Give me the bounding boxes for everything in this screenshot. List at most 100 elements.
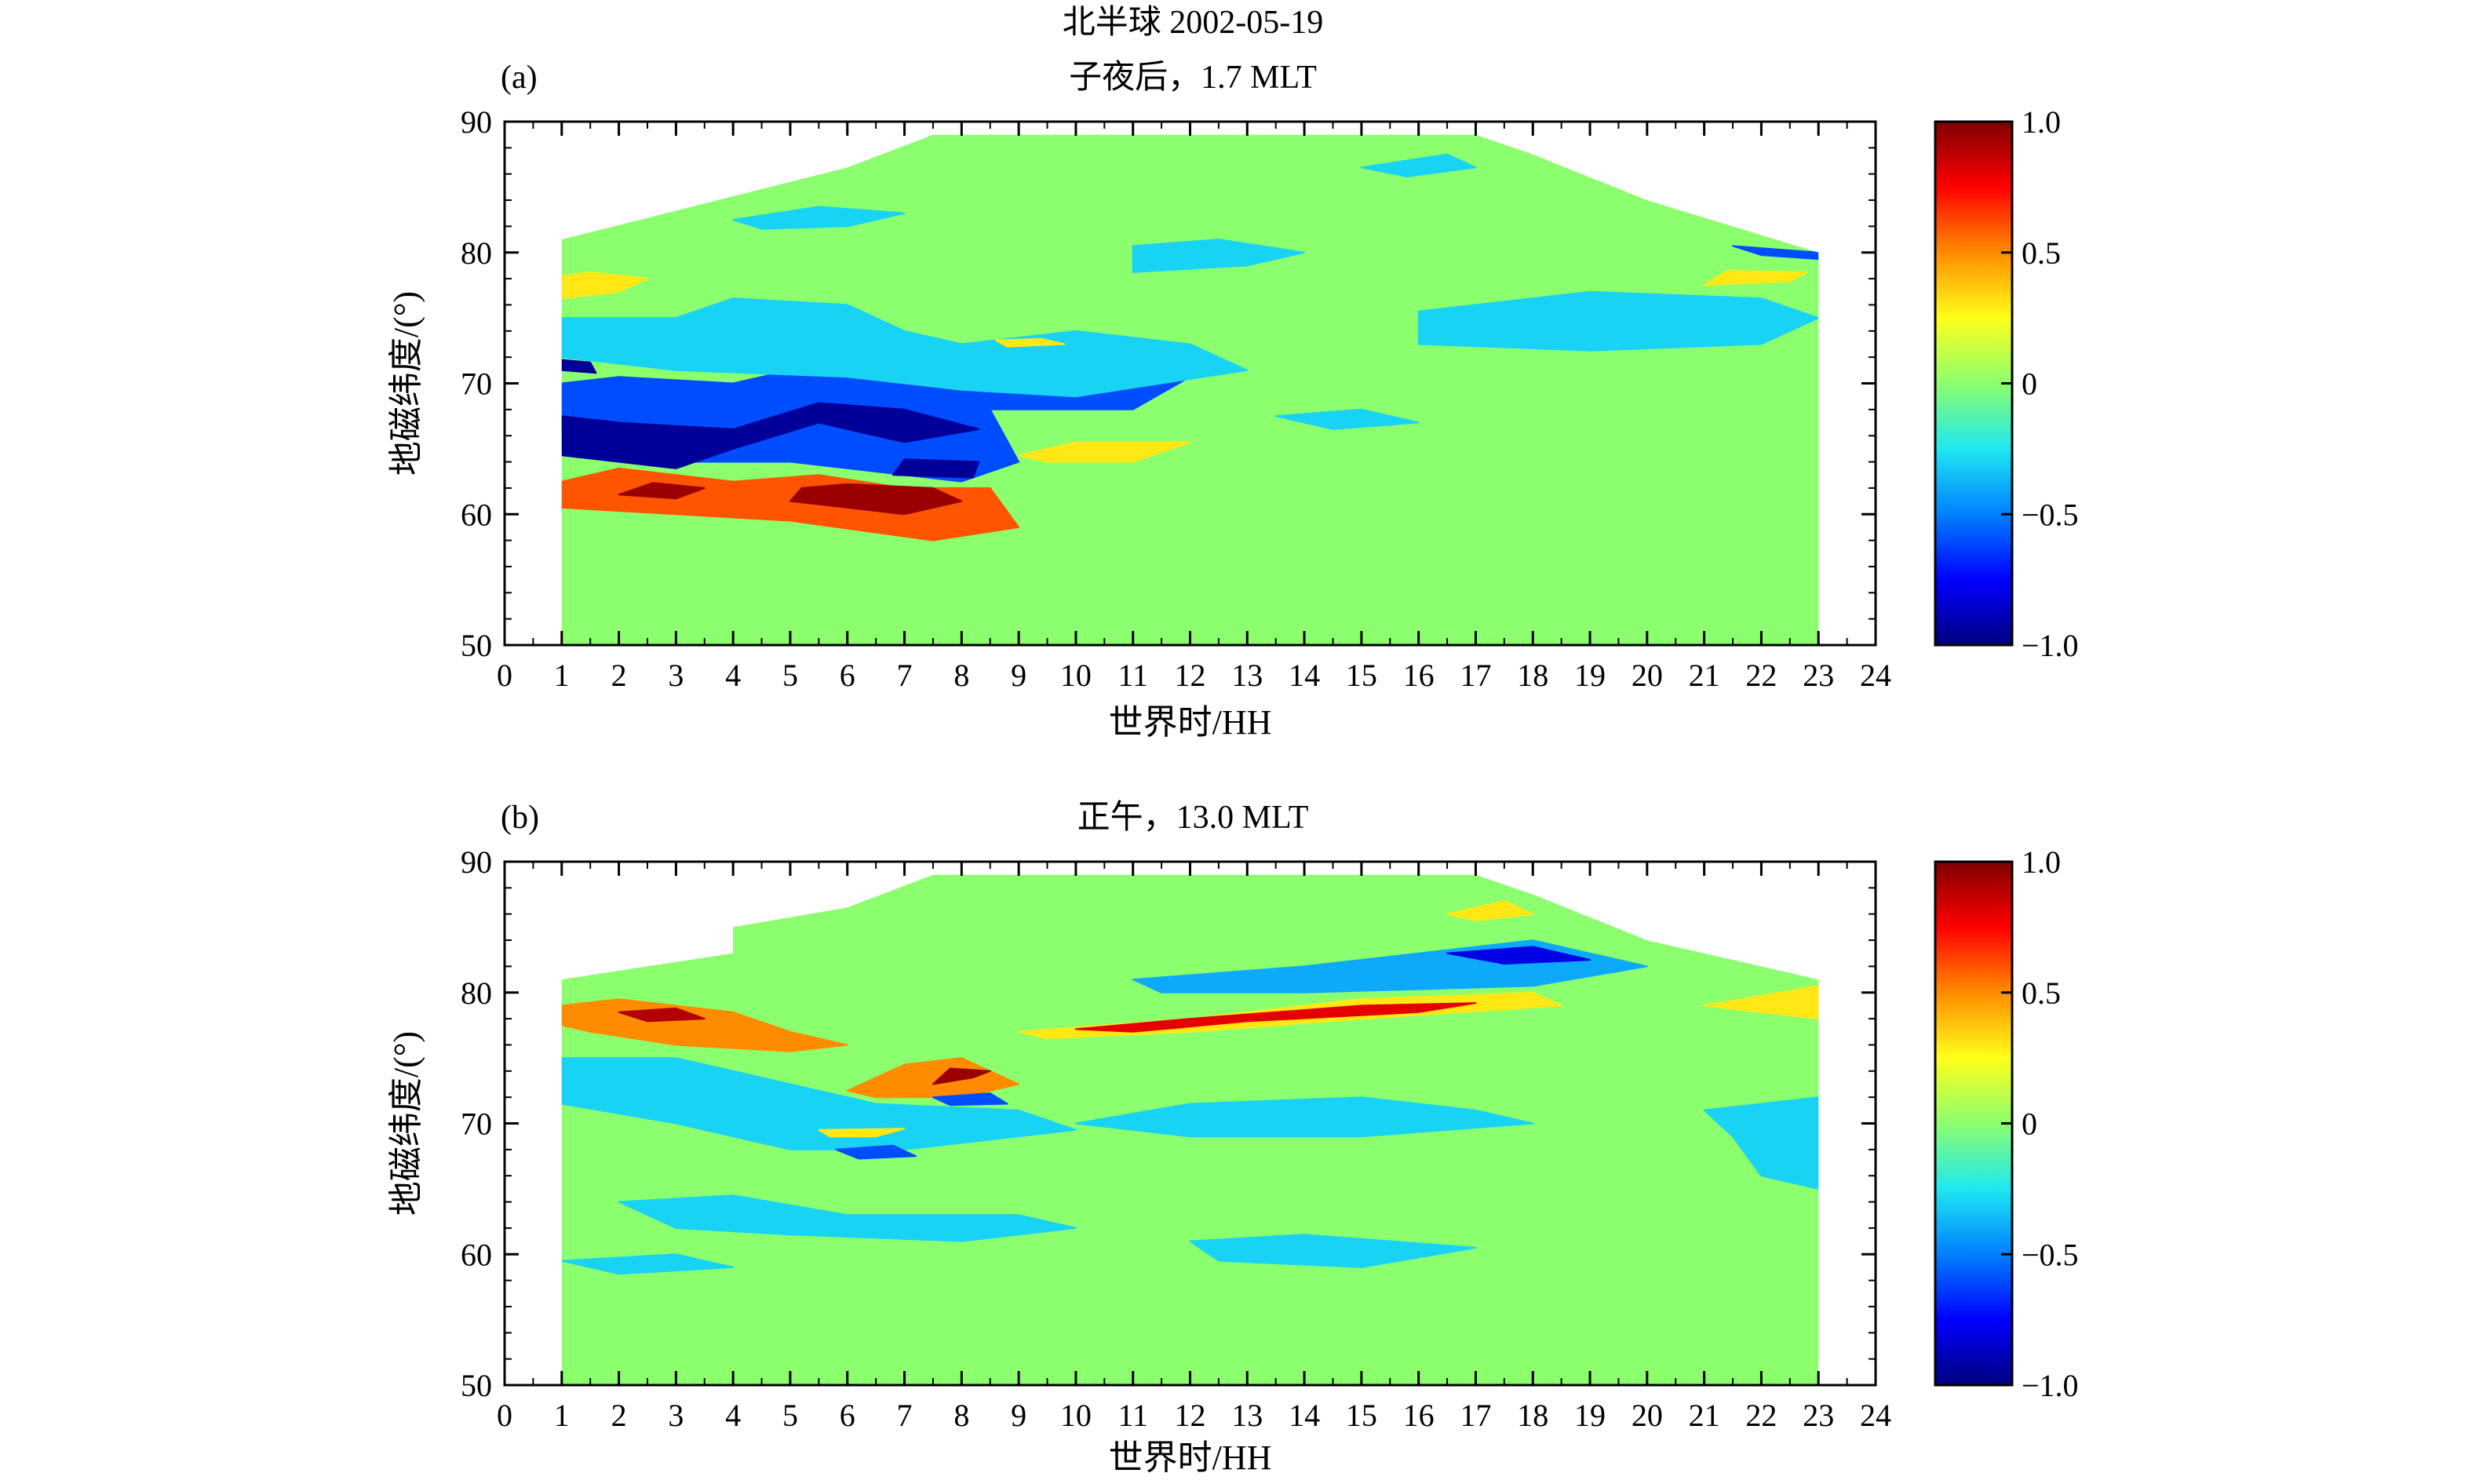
colorbar-tick-label: 0 [2022, 1107, 2037, 1142]
contour-patch [995, 337, 1066, 348]
x-tick-label: 10 [1060, 1398, 1092, 1433]
y-axis-label: 地磁纬度/(°) [387, 291, 425, 476]
x-tick-label: 6 [840, 1398, 855, 1433]
y-tick-label: 60 [461, 497, 492, 532]
x-tick-label: 7 [897, 658, 913, 693]
x-tick-label: 20 [1632, 1398, 1663, 1433]
x-tick-label: 1 [554, 1398, 570, 1433]
panel-label: (b) [501, 800, 539, 836]
contour-patch [846, 1057, 1020, 1099]
x-tick-label: 23 [1803, 658, 1834, 693]
contour-patch [1074, 1096, 1534, 1138]
contour-patch [732, 206, 906, 230]
colorbar [1934, 120, 2014, 647]
x-tick-label: 5 [782, 658, 798, 693]
contour-patch [1446, 946, 1591, 965]
x-tick-label: 24 [1860, 1398, 1891, 1433]
y-tick-label: 90 [461, 844, 492, 880]
contour-patch [1446, 900, 1534, 921]
x-tick-label: 0 [497, 658, 512, 693]
contour-patch [561, 297, 1249, 398]
colorbar-tick-label: −1.0 [2022, 628, 2079, 663]
x-tick-label: 22 [1745, 1398, 1777, 1433]
x-tick-label: 19 [1574, 658, 1606, 693]
y-tick-label: 50 [461, 1368, 492, 1403]
x-tick-label: 12 [1175, 1398, 1206, 1433]
colorbar-tick-label: 1.0 [2022, 844, 2061, 880]
contour-patch [561, 271, 648, 300]
x-tick-label: 17 [1460, 1398, 1491, 1433]
x-tick-label: 14 [1289, 1398, 1320, 1433]
x-tick-label: 3 [668, 658, 684, 693]
contour-patch [1074, 1002, 1477, 1033]
x-tick-label: 2 [611, 1398, 627, 1433]
colorbar-tick-label: −0.5 [2022, 497, 2079, 532]
contour-patch [561, 1253, 735, 1275]
panel-b: 0 1 2 3 4 5 6 7 8 9 10 11 12 13 14 15 16 17 18 19 20 21 22 23 24… [387, 800, 2079, 1477]
x-tick-label: 18 [1517, 658, 1548, 693]
colorbar [1934, 860, 2014, 1387]
contour-patch [1732, 245, 1819, 261]
contour-patch [932, 1092, 1008, 1107]
x-tick-label: 18 [1517, 1398, 1548, 1433]
x-tick-label: 23 [1803, 1398, 1834, 1433]
x-tick-label: 22 [1745, 658, 1777, 693]
x-tick-label: 9 [1011, 1398, 1026, 1433]
contour-features [561, 900, 1819, 1275]
x-tick-label: 3 [668, 1398, 684, 1433]
x-tick-label: 6 [840, 658, 855, 693]
y-tick-label: 70 [461, 1107, 492, 1142]
x-tick-label: 19 [1574, 1398, 1606, 1433]
colorbar-tick-label: −0.5 [2022, 1237, 2079, 1272]
x-tick-label: 0 [497, 1398, 512, 1433]
x-tick-label: 7 [897, 1398, 913, 1433]
y-tick-label: 60 [461, 1237, 492, 1272]
x-tick-label: 2 [611, 658, 627, 693]
panel-title: 子夜后，1.7 MLT [1069, 59, 1317, 96]
contour-patch [1189, 1234, 1477, 1268]
contour-patch [1018, 441, 1191, 463]
contour-patch [1274, 408, 1420, 430]
y-tick-label: 90 [461, 104, 492, 140]
y-tick-label: 80 [461, 235, 492, 271]
x-tick-label: 11 [1118, 1398, 1148, 1433]
contour-patch [618, 482, 706, 500]
x-tick-label: 21 [1689, 658, 1720, 693]
y-axis-label: 地磁纬度/(°) [387, 1031, 425, 1216]
colorbar-tick-label: 0.5 [2022, 235, 2061, 271]
contour-patch [561, 359, 597, 374]
contour-patch [932, 1067, 991, 1085]
contour-patch [1703, 1096, 1819, 1190]
y-tick-label: 80 [461, 975, 492, 1011]
x-tick-label: 5 [782, 1398, 798, 1433]
contour-patch [1417, 290, 1819, 352]
x-tick-label: 15 [1346, 658, 1377, 693]
contour-patch [835, 1144, 917, 1160]
x-tick-label: 16 [1403, 1398, 1435, 1433]
colorbar-tick-label: −1.0 [2022, 1368, 2079, 1403]
x-tick-label: 21 [1689, 1398, 1720, 1433]
colorbar-tick-label: 0.5 [2022, 975, 2061, 1011]
contour-patch [892, 458, 980, 479]
y-tick-label: 50 [461, 628, 492, 663]
x-tick-label: 1 [554, 658, 570, 693]
contour-patch [1703, 270, 1808, 286]
contour-patch [561, 1057, 1077, 1150]
contour-features [561, 153, 1819, 541]
contour-patch [1360, 153, 1477, 177]
x-tick-label: 17 [1460, 658, 1491, 693]
x-tick-label: 14 [1289, 658, 1320, 693]
x-tick-label: 11 [1118, 658, 1148, 693]
x-axis-label: 世界时/HH [1109, 1438, 1272, 1477]
panel-label: (a) [501, 60, 538, 96]
colorbar-tick-label: 1.0 [2022, 104, 2061, 140]
contour-patch [1132, 239, 1306, 273]
x-tick-label: 13 [1231, 658, 1263, 693]
x-tick-label: 15 [1346, 1398, 1377, 1433]
contour-patch [618, 1007, 706, 1023]
contour-patch [561, 402, 980, 469]
x-tick-label: 24 [1860, 658, 1891, 693]
x-tick-label: 20 [1632, 658, 1663, 693]
